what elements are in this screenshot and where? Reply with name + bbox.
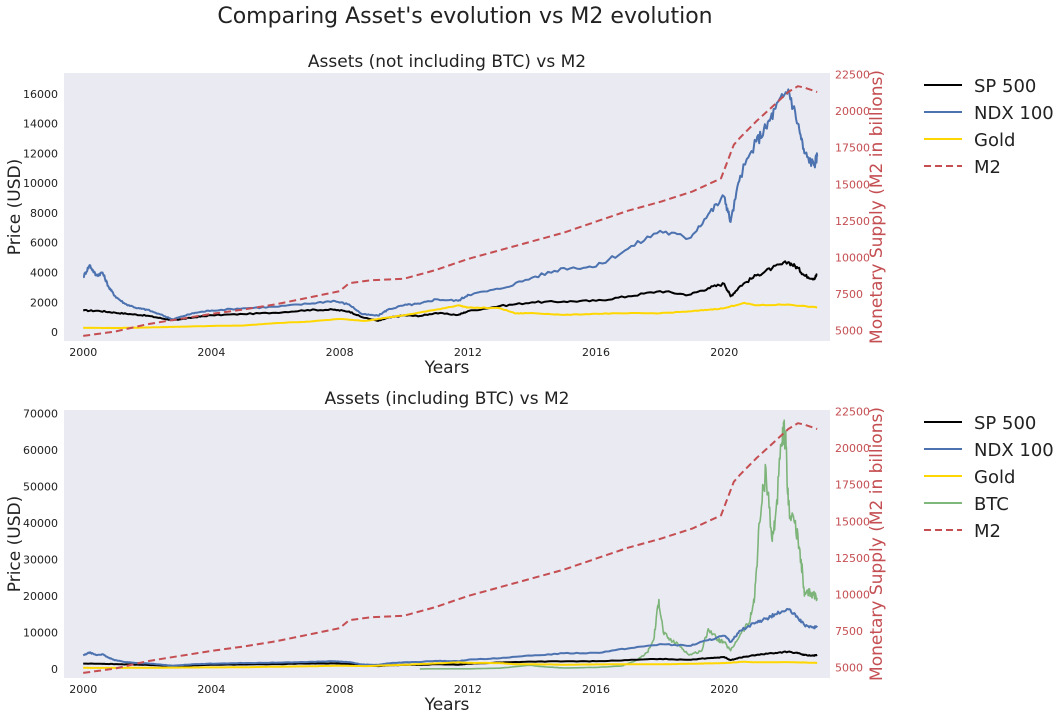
x-tick-label: 2000 [69,346,97,359]
y2-tick-label: 10000 [835,589,870,602]
y-axis-label: Price (USD) [5,496,25,592]
y-tick-label: 4000 [30,267,58,280]
legend-label: M2 [974,157,1001,178]
x-tick-label: 2000 [69,683,97,696]
y-tick-label: 60000 [23,444,58,457]
legend-label: NDX 100 [974,440,1054,461]
y2-tick-label: 17500 [835,142,870,155]
series-line-gold [83,301,818,329]
y-tick-label: 10000 [23,626,58,639]
series-line-m2 [83,85,818,337]
y2-axis-label: Monetary Supply (M2 in billions) [867,70,887,344]
y-tick-label: 2000 [30,296,58,309]
plot-area [64,410,830,678]
y-tick-label: 40000 [23,517,58,530]
y2-tick-label: 22500 [835,405,870,418]
y2-tick-label: 12500 [835,552,870,565]
x-axis-label: Years [424,358,470,378]
x-tick-label: 2012 [454,346,482,359]
y-tick-label: 50000 [23,481,58,494]
y-tick-label: 0 [51,663,58,676]
y-tick-label: 10000 [23,177,58,190]
x-tick-label: 2008 [326,683,354,696]
y-tick-label: 8000 [30,207,58,220]
x-tick-label: 2020 [710,683,738,696]
plot-area [64,73,830,341]
y-tick-label: 12000 [23,147,58,160]
x-tick-label: 2016 [582,346,610,359]
x-tick-label: 2016 [582,683,610,696]
y2-tick-label: 20000 [835,442,870,455]
y-tick-label: 70000 [23,408,58,421]
figure-title: Comparing Asset's evolution vs M2 evolut… [217,4,712,29]
y2-tick-label: 15000 [835,178,870,191]
y-tick-label: 30000 [23,553,58,566]
series-layer [82,85,819,337]
y2-axis-label: Monetary Supply (M2 in billions) [867,407,887,681]
y2-tick-label: 5000 [835,662,863,675]
y-tick-label: 0 [51,326,58,339]
y2-tick-label: 20000 [835,105,870,118]
legend: SP 500 NDX 100 Gold M2 [924,76,1054,178]
legend: SP 500 NDX 100 Gold BTC M2 [924,413,1054,542]
subplot-title: Assets (not including BTC) vs M2 [308,52,586,72]
series-line-btc [419,419,818,670]
y2-tick-label: 7500 [835,625,863,638]
series-line-sp-500 [82,260,818,322]
legend-label: SP 500 [974,413,1036,434]
y-axis-label: Price (USD) [5,159,25,255]
legend-label: NDX 100 [974,103,1054,124]
series-line-m2 [83,422,818,674]
y2-tick-label: 15000 [835,515,870,528]
y-tick-label: 16000 [23,88,58,101]
y2-tick-label: 7500 [835,288,863,301]
chart-panel-bottom: Assets (including BTC) vs M2 2000 2004 2008… [5,389,1054,715]
series-line-ndx-100 [82,88,819,321]
legend-label: Gold [974,467,1015,488]
x-axis-label: Years [424,695,470,715]
chart-panel-top: Assets (not including BTC) vs M2 2000 2004… [5,52,1054,378]
x-tick-label: 2008 [326,346,354,359]
legend-label: BTC [974,494,1009,515]
series-layer [82,419,818,674]
legend-label: M2 [974,521,1001,542]
legend-label: Gold [974,130,1015,151]
legend-label: SP 500 [974,76,1036,97]
x-tick-label: 2004 [197,683,225,696]
y-tick-label: 14000 [23,118,58,131]
subplot-title: Assets (including BTC) vs M2 [325,389,570,409]
series-line-gold [83,660,818,669]
x-tick-label: 2004 [197,346,225,359]
y-tick-label: 20000 [23,590,58,603]
y2-tick-label: 5000 [835,325,863,338]
y2-tick-label: 17500 [835,479,870,492]
y2-tick-label: 10000 [835,252,870,265]
y2-tick-label: 22500 [835,68,870,81]
x-tick-label: 2020 [710,346,738,359]
y2-tick-label: 12500 [835,215,870,228]
y-tick-label: 6000 [30,237,58,250]
x-tick-label: 2012 [454,683,482,696]
